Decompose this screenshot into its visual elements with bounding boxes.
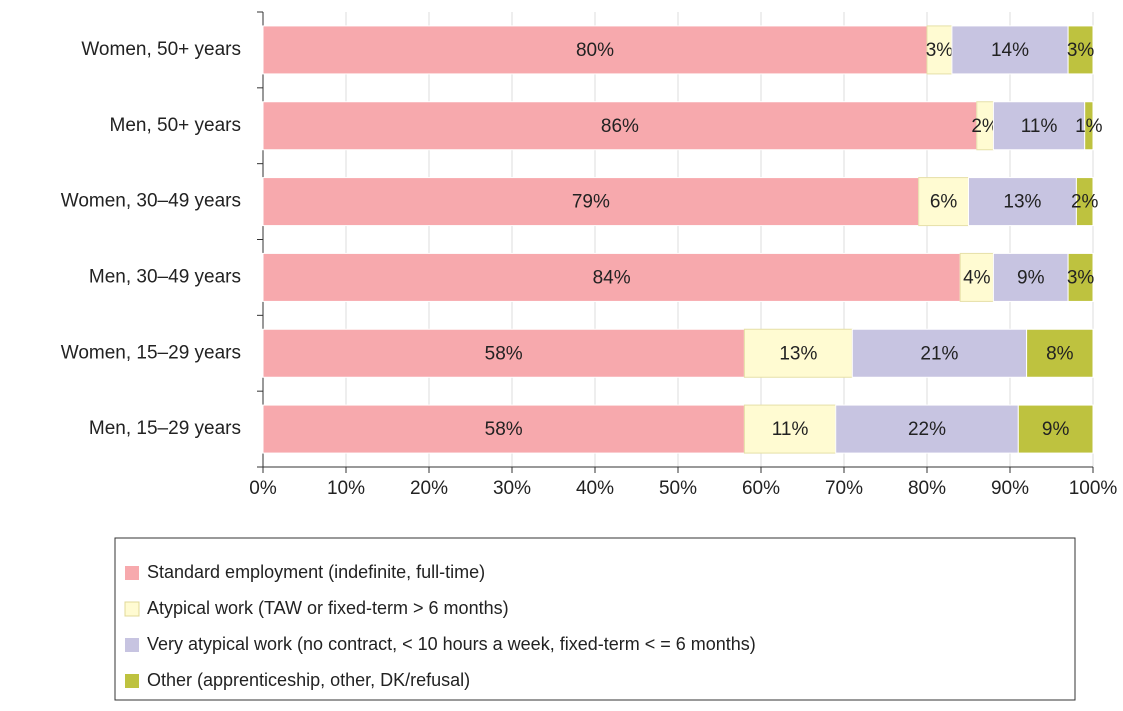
legend-label: Atypical work (TAW or fixed-term > 6 mon… bbox=[147, 598, 509, 618]
x-tick-label: 20% bbox=[410, 478, 448, 499]
bar-segment bbox=[262, 252, 961, 302]
bar-segment bbox=[1084, 101, 1094, 151]
legend-swatch bbox=[124, 601, 140, 617]
y-tick-label: Women, 50+ years bbox=[81, 39, 241, 60]
legend: Standard employment (indefinite, full-ti… bbox=[124, 562, 756, 690]
legend-swatch bbox=[125, 638, 139, 652]
data-label: 13% bbox=[779, 343, 817, 364]
bar-segment bbox=[992, 252, 1069, 302]
x-tick-label: 70% bbox=[825, 478, 863, 499]
bar-segment bbox=[918, 177, 970, 227]
data-label: 3% bbox=[1067, 267, 1095, 288]
bar-segment bbox=[743, 404, 837, 454]
x-tick-label: 40% bbox=[576, 478, 614, 499]
legend-label: Standard employment (indefinite, full-ti… bbox=[147, 562, 485, 582]
y-tick-label: Women, 30–49 years bbox=[61, 191, 241, 212]
data-label: 4% bbox=[963, 267, 991, 288]
x-tick-label: 10% bbox=[327, 478, 365, 499]
legend-label: Very atypical work (no contract, < 10 ho… bbox=[147, 634, 756, 654]
bar-segment bbox=[835, 404, 1019, 454]
x-tick-label: 90% bbox=[991, 478, 1029, 499]
bar-segment bbox=[262, 404, 745, 454]
x-tick-label: 50% bbox=[659, 478, 697, 499]
x-tick-label: 80% bbox=[908, 478, 946, 499]
bar-segment bbox=[968, 177, 1077, 227]
legend-box bbox=[114, 537, 1076, 701]
data-label: 1% bbox=[1075, 116, 1103, 137]
data-label: 22% bbox=[908, 419, 946, 440]
data-label: 6% bbox=[930, 192, 958, 213]
y-tick-label: Men, 15–29 years bbox=[89, 418, 241, 439]
y-tick-label: Men, 50+ years bbox=[110, 115, 242, 136]
y-tick-label: Men, 30–49 years bbox=[89, 266, 241, 287]
data-label: 9% bbox=[1042, 419, 1070, 440]
data-label: 79% bbox=[572, 192, 610, 213]
bar-segment bbox=[1026, 328, 1094, 378]
data-label: 21% bbox=[920, 343, 958, 364]
data-label: 11% bbox=[772, 419, 809, 440]
bar-segment bbox=[959, 252, 994, 302]
data-label: 8% bbox=[1046, 343, 1074, 364]
data-label: 2% bbox=[1071, 192, 1099, 213]
x-tick-label: 30% bbox=[493, 478, 531, 499]
y-tick-label: Women, 15–29 years bbox=[61, 342, 241, 363]
data-label: 84% bbox=[593, 267, 631, 288]
data-label: 2% bbox=[971, 116, 999, 137]
legend-swatch bbox=[125, 674, 139, 688]
data-label: 9% bbox=[1017, 267, 1045, 288]
legend-label: Other (apprenticeship, other, DK/refusal… bbox=[147, 670, 470, 690]
bar-segment bbox=[1017, 404, 1094, 454]
x-tick-label: 100% bbox=[1069, 478, 1118, 499]
data-label: 11% bbox=[1021, 116, 1058, 137]
data-label: 58% bbox=[485, 343, 523, 364]
data-label: 14% bbox=[991, 40, 1029, 61]
bar-segment bbox=[1067, 252, 1094, 302]
bar-segment bbox=[1075, 177, 1094, 227]
bar-segment bbox=[926, 25, 953, 75]
data-label: 58% bbox=[485, 419, 523, 440]
data-label: 86% bbox=[601, 116, 639, 137]
data-label: 80% bbox=[576, 40, 614, 61]
bar-segment bbox=[262, 177, 920, 227]
data-label: 13% bbox=[1003, 192, 1041, 213]
data-label: 3% bbox=[926, 40, 954, 61]
x-tick-label: 0% bbox=[249, 478, 277, 499]
bar-segment bbox=[1067, 25, 1094, 75]
data-label: 3% bbox=[1067, 40, 1095, 61]
bar-segment bbox=[992, 101, 1086, 151]
x-tick-label: 60% bbox=[742, 478, 780, 499]
bar-segment bbox=[851, 328, 1028, 378]
bar-segment bbox=[743, 328, 853, 378]
legend-swatch bbox=[125, 566, 139, 580]
